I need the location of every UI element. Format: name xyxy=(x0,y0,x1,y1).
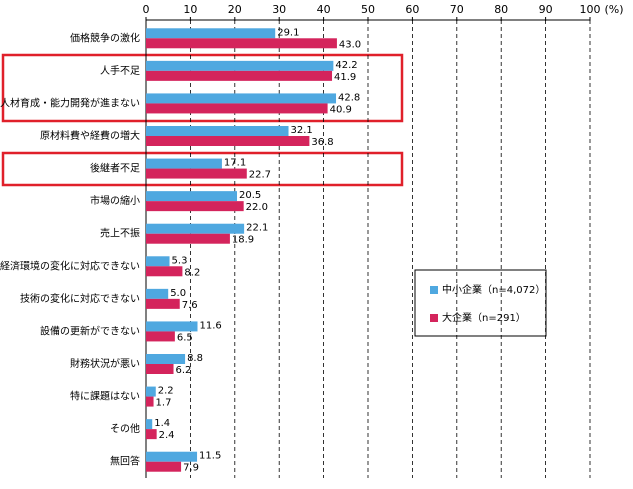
value-label: 42.8 xyxy=(338,92,360,103)
legend-swatch xyxy=(430,314,438,322)
y-tick-label: 市場の縮小 xyxy=(90,194,140,207)
value-label: 8.2 xyxy=(184,267,200,278)
bar xyxy=(146,429,157,440)
x-tick-label: 70 xyxy=(450,3,464,16)
x-tick-label: 10 xyxy=(183,3,197,16)
value-label: 22.7 xyxy=(249,170,271,181)
value-label: 11.6 xyxy=(200,320,222,331)
y-tick-label: 財務状況が悪い xyxy=(70,357,140,370)
value-label: 5.3 xyxy=(172,255,188,266)
bar xyxy=(146,386,156,397)
bar xyxy=(146,60,334,71)
x-tick-label: 50 xyxy=(361,3,375,16)
bar xyxy=(146,168,247,179)
value-label: 11.5 xyxy=(199,451,221,462)
y-tick-label: 売上不振 xyxy=(100,227,140,240)
x-tick-label: 60 xyxy=(405,3,419,16)
value-label: 29.1 xyxy=(277,27,299,38)
value-label: 8.8 xyxy=(187,353,203,364)
y-tick-label: 特に課題はない xyxy=(70,390,140,403)
y-tick-label: 経済環境の変化に対応できない xyxy=(0,259,140,272)
bar xyxy=(146,266,183,277)
y-tick-label: 技術の変化に対応できない xyxy=(20,292,140,305)
value-label: 42.2 xyxy=(335,60,357,71)
value-label: 7.9 xyxy=(183,463,199,474)
x-tick-label: 20 xyxy=(228,3,242,16)
bar xyxy=(146,191,238,202)
bar xyxy=(146,201,244,212)
y-tick-label: 人手不足 xyxy=(100,64,140,77)
bar xyxy=(146,461,182,472)
bar xyxy=(146,38,337,49)
x-tick-label: 80 xyxy=(494,3,508,16)
bar xyxy=(146,396,154,407)
value-label: 2.2 xyxy=(158,386,174,397)
bar xyxy=(146,70,333,81)
x-tick-label: 0 xyxy=(143,3,150,16)
legend-box xyxy=(414,269,547,337)
bar xyxy=(146,288,169,299)
x-tick-label: 40 xyxy=(317,3,331,16)
value-label: 20.5 xyxy=(239,190,261,201)
bar xyxy=(146,321,198,332)
bar xyxy=(146,298,180,309)
value-label: 43.0 xyxy=(339,39,361,50)
value-label: 18.9 xyxy=(232,235,254,246)
highlight-box xyxy=(1,151,404,187)
bar xyxy=(146,256,170,267)
legend-swatch xyxy=(430,286,438,294)
bar xyxy=(146,451,198,462)
y-tick-label: 設備の更新ができない xyxy=(40,324,140,337)
x-tick-label: 30 xyxy=(272,3,286,16)
bar xyxy=(146,28,276,39)
y-tick-label: 原材料費や経費の増大 xyxy=(40,129,140,142)
legend-label: 中小企業（n=4,072） xyxy=(442,283,545,296)
bar xyxy=(146,364,174,374)
value-label: 40.9 xyxy=(330,104,352,115)
highlight-box xyxy=(1,53,404,123)
bar xyxy=(146,126,289,136)
value-label: 6.5 xyxy=(177,332,193,343)
bar xyxy=(146,158,222,169)
value-label: 6.2 xyxy=(176,365,192,376)
y-tick-label: その他 xyxy=(110,422,140,435)
bar xyxy=(146,233,230,244)
bar xyxy=(146,136,310,146)
bar xyxy=(146,93,337,104)
value-label: 1.7 xyxy=(156,398,172,409)
bar xyxy=(146,354,186,364)
x-tick-label: 100 xyxy=(580,3,601,16)
y-tick-label: 後継者不足 xyxy=(90,162,140,175)
value-label: 17.1 xyxy=(224,158,246,169)
x-tick-label: 90 xyxy=(539,3,553,16)
value-label: 2.4 xyxy=(159,430,175,441)
y-tick-label: 価格競争の激化 xyxy=(70,31,140,44)
value-label: 1.4 xyxy=(154,418,170,429)
y-tick-label: 無回答 xyxy=(110,455,140,468)
value-label: 7.6 xyxy=(182,300,198,311)
value-label: 32.1 xyxy=(291,125,313,136)
bar xyxy=(146,331,175,342)
value-label: 36.8 xyxy=(311,137,333,148)
value-label: 22.1 xyxy=(246,223,268,234)
legend-label: 大企業（n=291） xyxy=(442,311,526,324)
bar xyxy=(146,223,245,234)
bar xyxy=(146,419,153,430)
value-label: 41.9 xyxy=(334,72,356,83)
value-label: 22.0 xyxy=(246,202,268,213)
x-axis-unit: (%) xyxy=(604,3,623,16)
value-label: 5.0 xyxy=(170,288,186,299)
bar xyxy=(146,103,328,114)
y-tick-label: 人材育成・能力開発が進まない xyxy=(0,96,140,109)
